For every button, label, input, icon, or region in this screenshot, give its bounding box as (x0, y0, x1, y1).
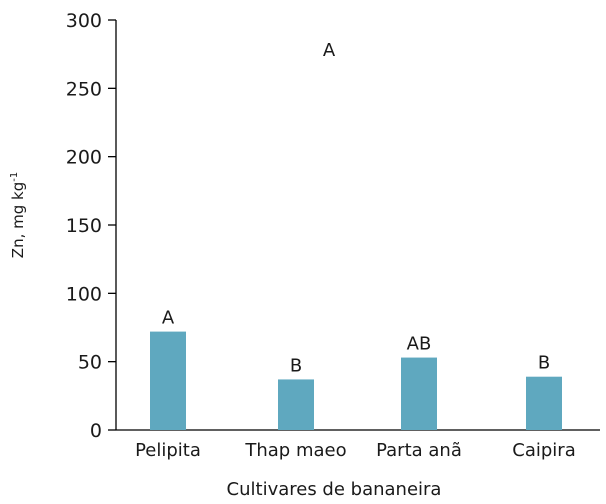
y-tick-label: 150 (66, 215, 102, 237)
bar (150, 331, 186, 430)
y-axis: 0 50 100 150 200 250 300 (66, 10, 117, 442)
category-labels: Pelipita Thap maeo Parta anã Caipira (135, 440, 576, 461)
category-label: Parta anã (376, 440, 462, 461)
bar (278, 379, 314, 430)
bar-significance-label: AB (407, 334, 432, 355)
category-label: Thap maeo (244, 440, 346, 461)
y-axis-title: Zn, mg kg-1 (9, 172, 27, 258)
chart-annotation: A (323, 40, 336, 61)
y-tick-label: 200 (66, 147, 102, 169)
bar (526, 376, 562, 430)
bar-significance-label: B (290, 355, 302, 376)
y-tick-label: 50 (78, 352, 102, 374)
x-axis-title: Cultivares de bananeira (227, 479, 442, 500)
y-axis-title-superscript: -1 (9, 172, 20, 182)
bar-significance-label: A (162, 308, 175, 329)
bar-significance-label: B (538, 353, 550, 374)
y-tick-label: 100 (66, 283, 102, 305)
category-label: Pelipita (135, 440, 201, 461)
y-axis-title-main: Zn, mg kg (9, 182, 27, 258)
y-tick-label: 0 (90, 420, 102, 442)
y-tick-label: 300 (66, 10, 102, 32)
y-tick-label: 250 (66, 78, 102, 100)
bars (150, 331, 562, 430)
bar (401, 357, 437, 430)
category-label: Caipira (512, 440, 575, 461)
